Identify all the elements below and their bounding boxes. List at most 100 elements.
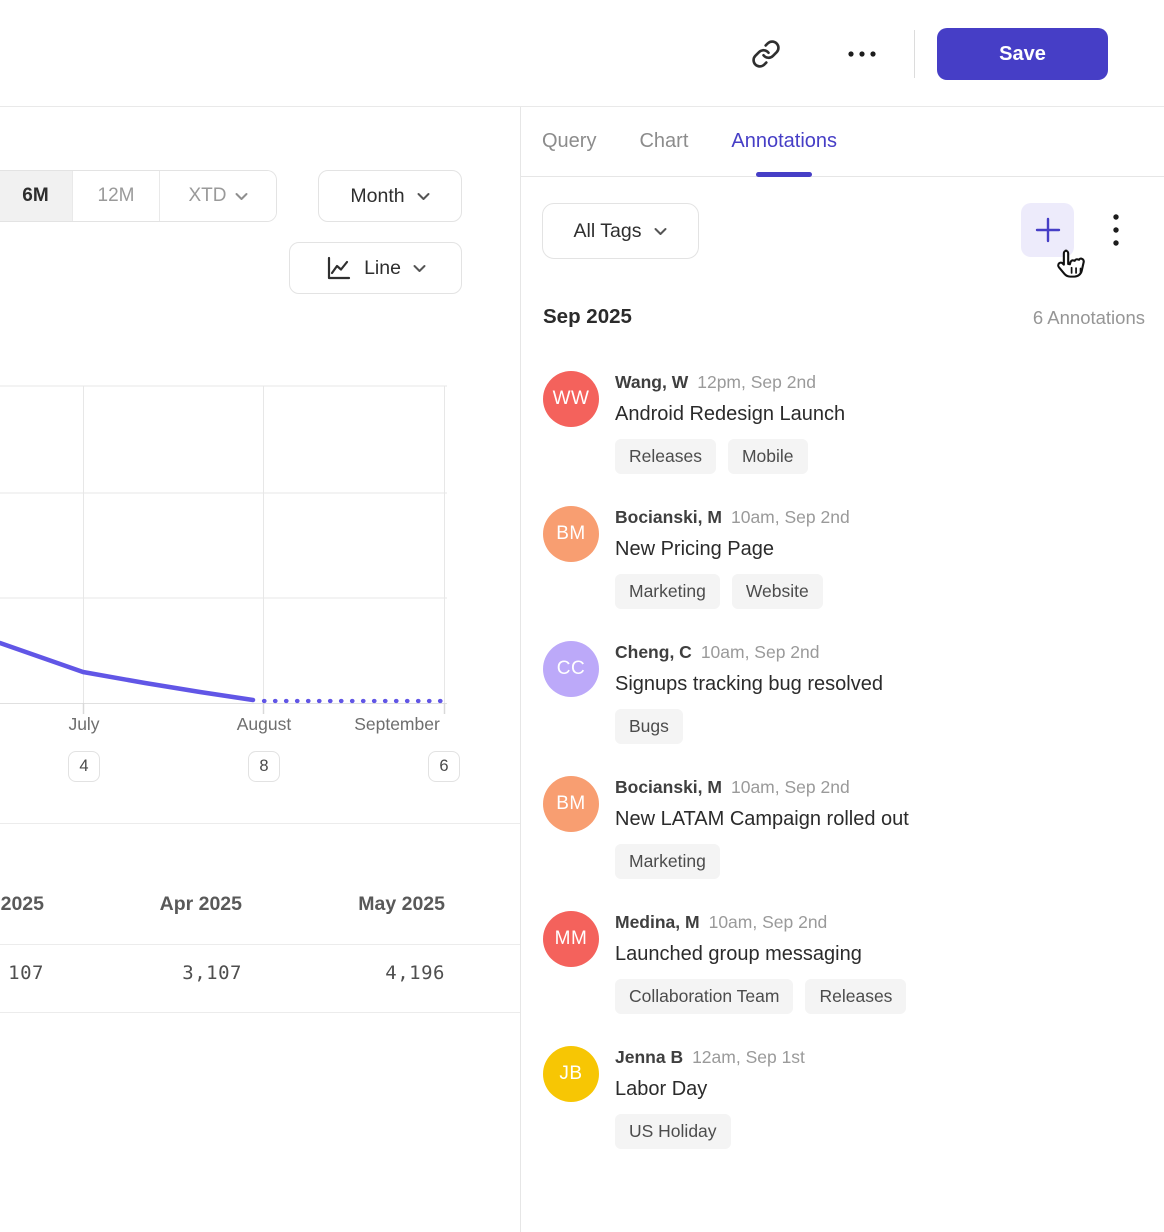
avatar: MM	[543, 911, 599, 967]
save-button[interactable]: Save	[937, 28, 1108, 80]
annotation-body: Bocianski, M 10am, Sep 2nd New Pricing Pag…	[615, 506, 850, 609]
annotation-count-badge[interactable]: 6	[428, 751, 460, 782]
annotation-tags: US Holiday	[615, 1114, 805, 1149]
chevron-down-icon	[417, 192, 430, 200]
line-chart[interactable]	[0, 385, 447, 717]
chart-panel: 6M 12M XTD Month Line	[0, 107, 520, 1232]
plus-icon	[1035, 217, 1060, 243]
annotation-meta: Medina, M 10am, Sep 2nd	[615, 911, 906, 933]
chevron-down-icon	[413, 264, 426, 272]
annotation-tag-chip: Marketing	[615, 844, 720, 879]
annotation-timestamp: 10am, Sep 2nd	[708, 912, 828, 932]
granularity-label: Month	[350, 184, 405, 207]
annotation-tag-chip: Mobile	[727, 439, 808, 474]
annotation-timestamp: 10am, Sep 2nd	[730, 507, 850, 527]
annotation-tags: Marketing	[615, 844, 909, 879]
annotations-menu-button[interactable]	[1102, 205, 1130, 255]
toolbar-divider	[914, 30, 915, 78]
annotation-title: Launched group messaging	[615, 943, 862, 965]
chart-type-dropdown[interactable]: Line	[289, 242, 462, 294]
add-annotation-button[interactable]	[1021, 203, 1074, 257]
annotation-tags: Marketing Website	[615, 574, 850, 609]
table-cell-value: 3,107	[182, 962, 242, 984]
avatar: BM	[543, 506, 599, 562]
annotation-title: Labor Day	[615, 1078, 708, 1100]
chart-gridlines	[0, 385, 447, 703]
annotation-item[interactable]: BM Bocianski, M 10am, Sep 2nd New Pricing P…	[543, 506, 1143, 609]
range-6m-button[interactable]: 6M	[0, 171, 73, 221]
annotation-item[interactable]: CC Cheng, C 10am, Sep 2nd Signups tracking …	[543, 641, 1143, 744]
annotation-group-month: Sep 2025	[543, 305, 632, 328]
inspector-tabs: Query Chart Annotations	[521, 107, 1164, 177]
annotation-item[interactable]: WW Wang, W 12pm, Sep 2nd Android Redesign L…	[543, 371, 1143, 474]
annotation-count-badge[interactable]: 8	[248, 751, 280, 782]
annotation-author: Cheng, C	[615, 642, 692, 662]
annotation-meta: Wang, W 12pm, Sep 2nd	[615, 371, 845, 393]
line-chart-icon	[327, 256, 351, 279]
x-axis-ticks	[82, 703, 446, 714]
chart-type-label: Line	[364, 256, 401, 279]
x-axis-label: August	[236, 714, 292, 734]
summary-table-value-row: 107 3,107 4,196	[0, 962, 520, 996]
granularity-dropdown[interactable]: Month	[318, 170, 462, 222]
tag-filter-dropdown[interactable]: All Tags	[542, 203, 699, 259]
annotation-body: Bocianski, M 10am, Sep 2nd New LATAM Campa…	[615, 776, 909, 879]
annotation-tag-chip: Marketing	[615, 574, 720, 609]
annotation-item[interactable]: MM Medina, M 10am, Sep 2nd Launched group m…	[543, 911, 1143, 1014]
annotation-body: Cheng, C 10am, Sep 2nd Signups tracking bu…	[615, 641, 883, 744]
annotations-list: WW Wang, W 12pm, Sep 2nd Android Redesign L…	[543, 371, 1143, 1181]
chart-series-line-solid	[0, 640, 256, 703]
annotation-tags: Releases Mobile	[615, 439, 845, 474]
section-divider	[0, 823, 520, 824]
table-cell-value: 4,196	[385, 962, 445, 984]
avatar: CC	[543, 641, 599, 697]
date-range-segmented-control: 6M 12M XTD	[0, 170, 277, 222]
range-12m-button[interactable]: 12M	[73, 171, 160, 221]
table-column-header: Apr 2025	[159, 893, 242, 915]
annotation-title: New LATAM Campaign rolled out	[615, 808, 909, 830]
table-header-divider	[0, 944, 520, 945]
annotation-timestamp: 10am, Sep 2nd	[700, 642, 820, 662]
annotation-author: Wang, W	[615, 372, 689, 392]
annotation-tag-chip: Website	[731, 574, 823, 609]
avatar: JB	[543, 1046, 599, 1102]
annotation-count-badge[interactable]: 4	[68, 751, 100, 782]
annotation-meta: Bocianski, M 10am, Sep 2nd	[615, 776, 909, 798]
annotation-meta: Bocianski, M 10am, Sep 2nd	[615, 506, 850, 528]
range-xtd-label: XTD	[188, 185, 227, 206]
annotation-tag-chip: Collaboration Team	[615, 979, 794, 1014]
annotation-author: Jenna B	[615, 1047, 684, 1067]
annotation-item[interactable]: BM Bocianski, M 10am, Sep 2nd New LATAM Cam…	[543, 776, 1143, 879]
annotation-tag-chip: Releases	[805, 979, 907, 1014]
annotation-timestamp: 10am, Sep 2nd	[730, 777, 850, 797]
table-row-divider	[0, 1012, 520, 1013]
kebab-icon	[1113, 214, 1119, 246]
annotation-tags: Bugs	[615, 709, 883, 744]
avatar: BM	[543, 776, 599, 832]
annotation-body: Wang, W 12pm, Sep 2nd Android Redesign Lau…	[615, 371, 845, 474]
chevron-down-icon	[235, 192, 247, 200]
range-xtd-button[interactable]: XTD	[160, 171, 276, 221]
chevron-down-icon	[654, 227, 667, 235]
tag-filter-label: All Tags	[573, 219, 642, 242]
annotation-body: Medina, M 10am, Sep 2nd Launched group mes…	[615, 911, 907, 1014]
copy-link-button[interactable]	[746, 34, 786, 74]
annotation-count: 6 Annotations	[1032, 307, 1145, 328]
x-axis-labels: July August September	[0, 714, 520, 738]
annotation-tag-chip: Releases	[615, 439, 716, 474]
annotation-title: Signups tracking bug resolved	[615, 673, 883, 695]
more-actions-button[interactable]	[840, 34, 884, 74]
tab-query[interactable]: Query	[542, 130, 597, 152]
link-icon	[752, 40, 780, 68]
annotation-item[interactable]: JB Jenna B 12am, Sep 1st Labor Day US Holida…	[543, 1046, 1143, 1149]
x-axis-annotation-badges: 4 8 6	[0, 751, 520, 783]
annotation-timestamp: 12am, Sep 1st	[692, 1047, 805, 1067]
annotation-tag-chip: Bugs	[615, 709, 683, 744]
tab-annotations[interactable]: Annotations	[731, 107, 837, 177]
tab-chart[interactable]: Chart	[639, 130, 689, 152]
annotation-body: Jenna B 12am, Sep 1st Labor Day US Holiday	[615, 1046, 805, 1149]
ellipsis-icon	[848, 51, 876, 57]
inspector-panel: Query Chart Annotations All Tags Sep 202…	[520, 107, 1164, 1232]
avatar: WW	[543, 371, 599, 427]
annotation-author: Bocianski, M	[615, 777, 722, 797]
